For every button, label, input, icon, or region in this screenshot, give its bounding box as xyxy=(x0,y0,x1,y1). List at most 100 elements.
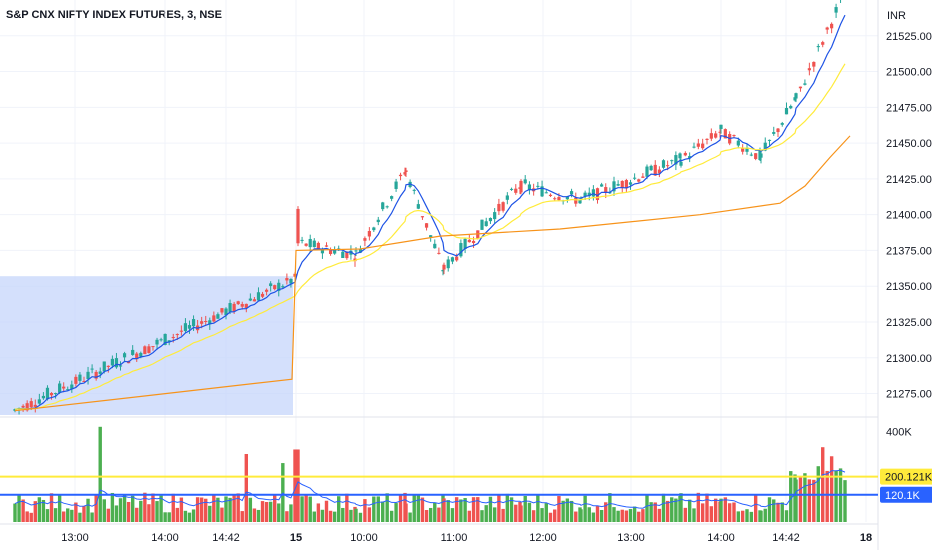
volume-bar xyxy=(531,510,536,522)
volume-bar xyxy=(122,494,127,522)
candle-body xyxy=(509,188,514,190)
volume-bar xyxy=(175,507,180,522)
candle-body xyxy=(821,42,825,45)
time-tick-label: 11:00 xyxy=(441,532,468,544)
volume-bar xyxy=(807,479,812,522)
candle-body xyxy=(41,395,46,399)
candle-body xyxy=(300,239,304,241)
volume-bar xyxy=(199,497,204,522)
candle-body xyxy=(433,243,437,249)
candle-body xyxy=(70,384,74,390)
range-highlight xyxy=(0,276,293,415)
candle-body xyxy=(527,184,532,190)
candle-body xyxy=(745,147,749,152)
candle-body xyxy=(732,135,736,137)
volume-bar xyxy=(110,492,115,522)
candle-body xyxy=(807,68,811,71)
time-tick-label: 14:00 xyxy=(151,532,179,544)
candle-body xyxy=(789,106,793,109)
volume-bar xyxy=(94,494,98,522)
volume-bar xyxy=(772,499,776,522)
candle-body xyxy=(118,365,123,367)
volume-bar xyxy=(208,505,212,522)
volume-bar xyxy=(126,501,131,522)
candle-body xyxy=(437,252,441,254)
candle-body xyxy=(296,208,300,244)
volume-bar xyxy=(624,510,629,522)
volume-bar xyxy=(385,493,389,522)
volume-bar xyxy=(467,510,472,522)
currency-label[interactable]: INR xyxy=(887,10,906,22)
volume-bar xyxy=(139,500,143,522)
volume-bar xyxy=(296,449,300,522)
candle-body xyxy=(285,278,289,281)
volume-bar xyxy=(273,494,277,522)
candle-body xyxy=(324,245,329,247)
volume-bar xyxy=(394,503,398,522)
candle-body xyxy=(772,132,776,134)
candle-body xyxy=(25,403,29,411)
volume-bar xyxy=(130,495,135,522)
volume-bar xyxy=(492,507,497,522)
candle-body xyxy=(86,371,90,379)
volume-bar xyxy=(264,501,269,522)
volume-bar xyxy=(41,499,46,522)
candle-body xyxy=(674,155,678,165)
candle-body xyxy=(228,303,232,312)
candle-body xyxy=(624,180,628,189)
candle-body xyxy=(505,195,509,200)
candle-body xyxy=(649,165,653,171)
volume-bar xyxy=(476,497,480,522)
candle-body xyxy=(657,169,661,174)
volume-bar xyxy=(163,512,167,522)
volume-bar xyxy=(540,508,544,522)
volume-bar xyxy=(293,449,297,522)
candle-body xyxy=(354,250,358,252)
volume-bar xyxy=(316,503,321,522)
candle-body xyxy=(557,197,561,201)
candle-body xyxy=(424,223,429,228)
volume-bar xyxy=(653,502,657,522)
candle-body xyxy=(574,197,578,204)
time-tick-label: 15 xyxy=(290,532,302,544)
candle-body xyxy=(825,27,829,30)
candle-body xyxy=(58,383,62,393)
volume-bar xyxy=(480,510,484,522)
volume-bar xyxy=(569,500,574,522)
volume-bar xyxy=(147,504,151,522)
volume-bar xyxy=(723,497,728,522)
volume-bar xyxy=(661,493,666,522)
candle-body xyxy=(793,97,797,101)
candle-body xyxy=(13,409,17,411)
time-tick-label: 13:00 xyxy=(61,532,89,544)
volume-bar xyxy=(497,494,501,522)
candle-body xyxy=(244,303,248,308)
volume-bar xyxy=(821,447,825,522)
candle-body xyxy=(696,143,700,147)
candle-body xyxy=(749,154,753,156)
candle-body xyxy=(420,216,425,218)
candle-body xyxy=(167,340,171,342)
candle-body xyxy=(110,358,114,366)
volume-bar xyxy=(727,503,732,522)
volume-bar xyxy=(171,493,175,522)
volume-bar xyxy=(82,505,86,522)
volume-bar xyxy=(705,493,709,522)
volume-bar xyxy=(641,509,645,522)
volume-bar xyxy=(244,454,249,522)
candle-body xyxy=(763,142,767,151)
volume-bar xyxy=(195,497,200,522)
candle-body xyxy=(114,358,119,368)
candle-body xyxy=(653,164,657,176)
candle-body xyxy=(175,334,179,336)
volume-bar xyxy=(363,499,367,522)
volume-bar xyxy=(277,503,281,522)
volume-bar xyxy=(608,493,612,522)
candle-body xyxy=(519,180,523,193)
volume-bar xyxy=(587,507,591,522)
volume-bar xyxy=(289,504,293,522)
volume-bar xyxy=(709,506,714,522)
volume-tick-label: 400K xyxy=(886,426,912,438)
candle-body xyxy=(312,240,316,248)
